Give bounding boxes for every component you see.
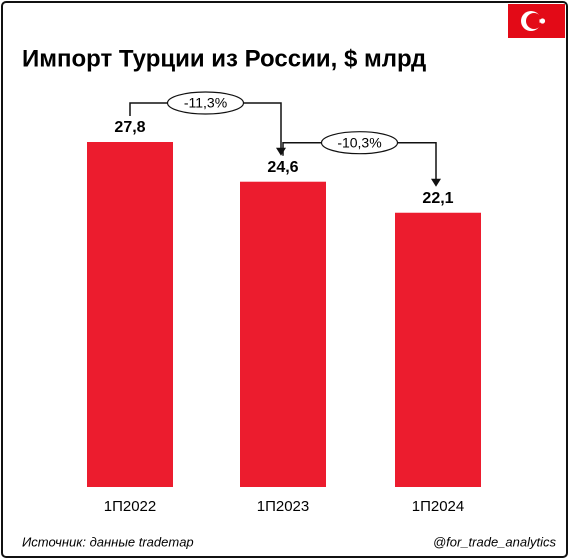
chart-title: Импорт Турции из России, $ млрд <box>22 45 426 72</box>
value-label: 22,1 <box>422 190 453 207</box>
change-bubble <box>166 91 245 115</box>
x-tick-label: 1П2024 <box>412 498 465 515</box>
change-label: -11,3% <box>184 95 227 111</box>
value-label: 27,8 <box>114 119 145 136</box>
x-tick-label: 1П2023 <box>257 498 310 515</box>
credit: @for_trade_analytics <box>433 534 557 549</box>
x-tick-label: 1П2022 <box>104 498 157 515</box>
value-label: 24,6 <box>267 159 298 176</box>
arrow-head <box>431 178 441 187</box>
change-bubble <box>320 131 399 155</box>
flag <box>508 4 565 38</box>
source: Источник: данные trademap <box>22 534 194 549</box>
change-label: -10,3% <box>337 134 381 150</box>
bar <box>87 142 173 487</box>
bar <box>240 181 326 488</box>
bar <box>395 212 481 487</box>
